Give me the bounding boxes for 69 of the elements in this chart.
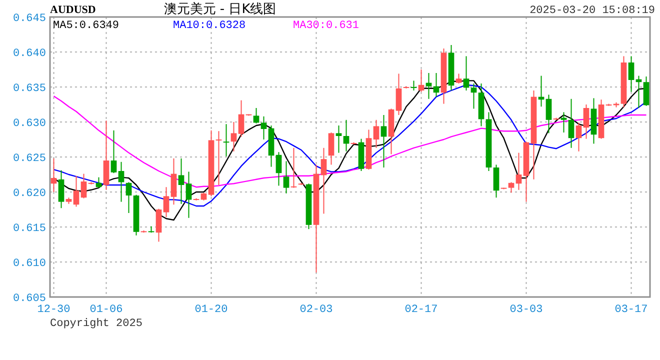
candlestick <box>283 160 290 194</box>
candlestick <box>96 176 102 188</box>
candlestick <box>118 161 124 202</box>
x-tick-label: 12-30 <box>37 304 70 316</box>
candlestick <box>576 122 582 152</box>
candlestick <box>50 158 57 192</box>
candlestick <box>238 100 244 138</box>
candlestick <box>80 173 87 199</box>
text: Copyright 2025 <box>50 318 142 330</box>
candlestick <box>508 182 514 194</box>
candlestick <box>230 122 237 152</box>
candlestick <box>223 124 230 157</box>
y-tick-label: 0.620 <box>12 188 46 200</box>
candlestick <box>628 56 634 92</box>
candlestick <box>516 152 522 190</box>
candlestick <box>568 98 574 148</box>
x-tick-label: 03-17 <box>614 304 648 316</box>
candlestick <box>290 147 297 188</box>
candlestick <box>396 73 402 116</box>
candlestick <box>58 170 64 209</box>
candlestick <box>320 147 327 214</box>
candlestick <box>426 72 432 100</box>
text: MA10:0.6328 <box>173 20 246 32</box>
chart-subtitle: AUDUSD <box>50 4 96 16</box>
candlestick <box>328 132 334 166</box>
x-tick-label: 01-20 <box>194 304 228 316</box>
candlestick <box>343 119 350 152</box>
candlestick <box>276 152 282 186</box>
candlestick <box>178 158 184 204</box>
candlestick <box>216 130 222 186</box>
candlestick <box>583 104 590 140</box>
y-tick-label: 0.625 <box>12 153 46 165</box>
candlestick <box>410 80 417 91</box>
candlestick <box>643 76 650 106</box>
candlestick <box>73 175 80 208</box>
candlestick <box>126 182 132 214</box>
y-tick-label: 0.610 <box>12 258 46 270</box>
y-tick-label: 0.605 <box>12 293 46 305</box>
y-tick-label: 0.615 <box>12 223 46 235</box>
chart-title: 澳元美元 - 日K线图 <box>164 1 276 17</box>
candlestick <box>170 158 177 206</box>
y-tick-label: 0.630 <box>12 118 46 130</box>
y-tick-label: 0.640 <box>12 48 46 60</box>
candlestick <box>253 108 260 124</box>
candlestick <box>380 114 387 168</box>
y-tick-label: 0.635 <box>12 83 46 95</box>
x-tick-label: 02-17 <box>404 304 438 316</box>
candlestick <box>546 94 552 134</box>
x-tick-label: 01-06 <box>90 304 123 316</box>
x-tick-label: 03-03 <box>510 304 543 316</box>
candlestick <box>260 116 267 140</box>
candlestick <box>163 186 170 218</box>
candlestick <box>433 72 440 98</box>
y-tick-label: 0.645 <box>12 13 46 25</box>
candlestick <box>336 125 342 154</box>
candlestick <box>560 112 567 133</box>
text: MA30:0.631 <box>293 20 360 32</box>
candlestick <box>110 130 117 174</box>
candlestick <box>470 83 477 110</box>
text: MA5:0.6349 <box>53 20 120 32</box>
candlestick <box>456 73 462 84</box>
candlestick <box>186 171 192 218</box>
x-tick-label: 02-03 <box>300 304 333 316</box>
candlestick <box>418 69 424 92</box>
candlestick <box>373 119 380 148</box>
candlestick <box>156 208 162 242</box>
annotation: 2025-03-20 15:08:19 <box>530 5 655 17</box>
candlestick <box>493 164 500 198</box>
candlestick <box>463 56 470 91</box>
